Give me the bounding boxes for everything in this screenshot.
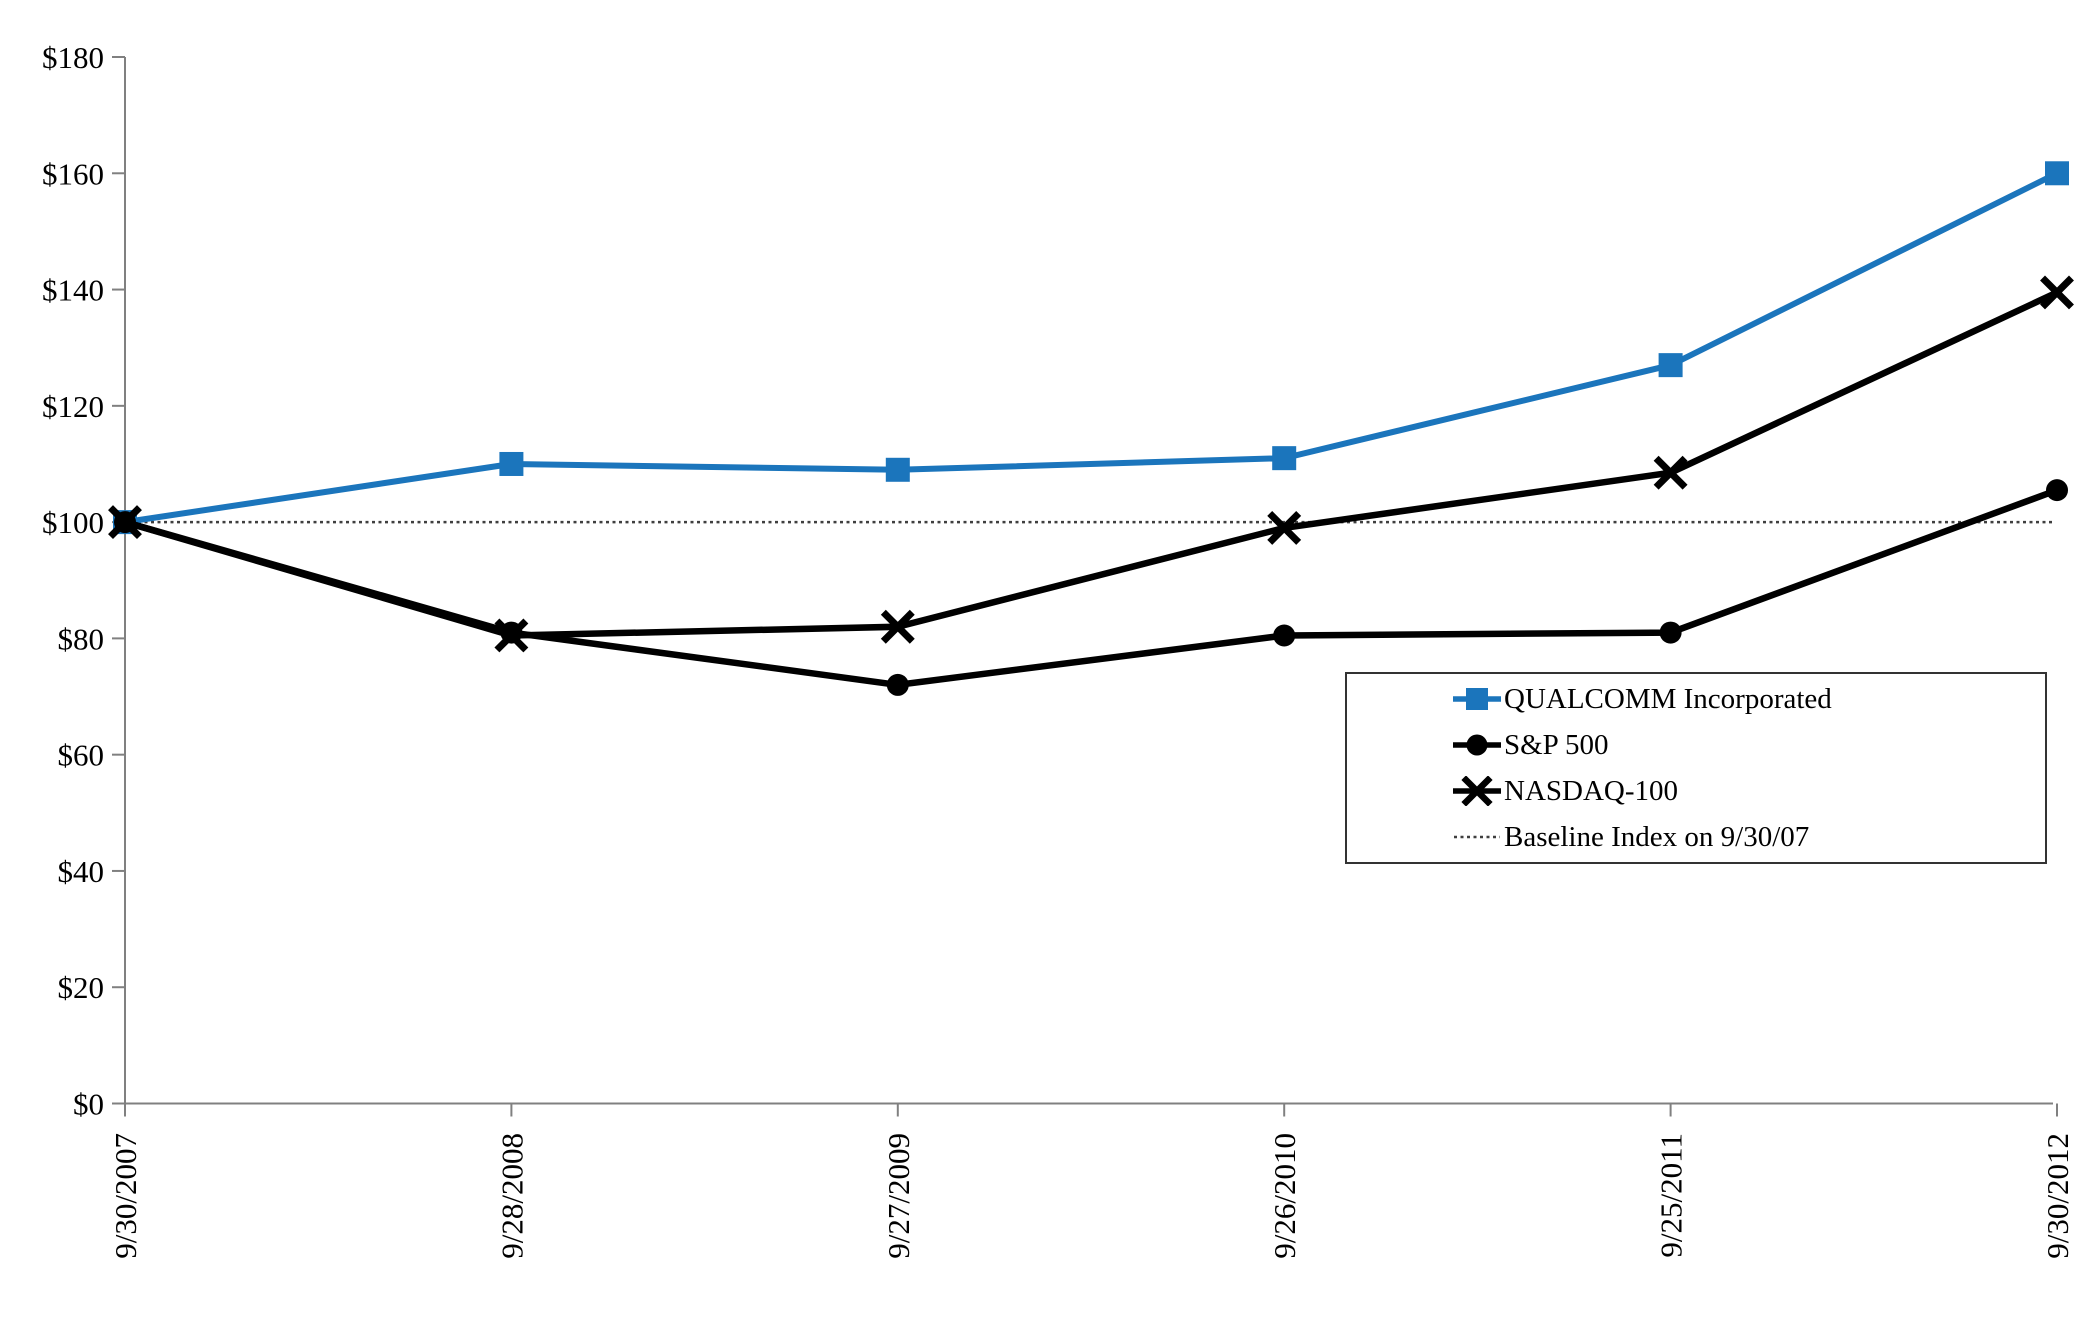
- y-axis-label: $100: [42, 505, 104, 540]
- x-axis-label: 9/30/2007: [108, 1133, 143, 1259]
- legend-item-sp500: S&P 500: [1453, 724, 2045, 766]
- circle-marker-icon: [2046, 479, 2068, 502]
- legend-label-sp500: S&P 500: [1504, 728, 1609, 761]
- legend-label-nasdaq100: NASDAQ-100: [1504, 774, 1678, 807]
- circle-marker-line-icon: [1453, 734, 1501, 756]
- y-axis-label: $80: [58, 621, 105, 656]
- legend-label-baseline: Baseline Index on 9/30/07: [1504, 820, 1810, 853]
- x-marker-icon: [1267, 510, 1302, 545]
- series-s-p-500-line: [124, 487, 2059, 689]
- legend-item-qualcomm: QUALCOMM Incorporated: [1453, 678, 2045, 720]
- chart-legend: QUALCOMM Incorporated S&P 500 NASDAQ-100…: [1345, 672, 2047, 864]
- y-axis-label: $0: [73, 1087, 104, 1122]
- x-marker-line-icon: [1453, 776, 1501, 806]
- x-axis-label: 9/30/2012: [2040, 1133, 2075, 1259]
- square-marker-icon: [1658, 353, 1683, 378]
- x-marker-icon: [494, 618, 529, 653]
- x-marker-icon: [108, 505, 142, 540]
- x-axis-label: 9/25/2011: [1654, 1133, 1689, 1258]
- series-s-p-500: [114, 479, 2068, 696]
- circle-marker-icon: [1659, 621, 1682, 644]
- square-marker-icon: [885, 457, 910, 482]
- square-marker-icon: [1272, 446, 1297, 471]
- y-axis-label: $140: [42, 273, 104, 308]
- series-nasdaq-100: [108, 275, 2074, 653]
- x-marker-icon: [1653, 455, 1688, 490]
- y-axis-label: $120: [42, 389, 104, 424]
- x-marker-icon: [2040, 275, 2074, 310]
- dotted-line-icon: [1454, 835, 1500, 839]
- x-axis-label: 9/27/2009: [881, 1133, 916, 1259]
- circle-marker-icon: [886, 673, 909, 696]
- y-axis-label: $20: [58, 970, 105, 1005]
- x-axis-label: 9/28/2008: [494, 1133, 529, 1259]
- y-axis-label: $160: [42, 156, 104, 191]
- circle-marker-icon: [1273, 624, 1296, 647]
- legend-item-nasdaq100: NASDAQ-100: [1453, 770, 2045, 812]
- square-marker-icon: [499, 451, 524, 476]
- series-nasdaq-100-line: [124, 289, 2059, 639]
- axes: $0 $20 $40 $60 $80 $100 $120 $140 $160 $180 9/30/2…: [42, 40, 2075, 1259]
- y-axis-label: $60: [58, 738, 105, 773]
- square-marker-line-icon: [1453, 688, 1501, 710]
- series-qualcomm-incorporated: [113, 161, 2069, 535]
- y-axis-label: $180: [42, 40, 104, 75]
- legend-label-qualcomm: QUALCOMM Incorporated: [1504, 682, 1832, 715]
- x-axis-label: 9/26/2010: [1267, 1133, 1302, 1259]
- square-marker-icon: [2045, 161, 2069, 186]
- x-marker-icon: [880, 609, 915, 644]
- series-qualcomm-incorporated-line: [124, 170, 2059, 526]
- y-axis-label: $40: [58, 854, 105, 889]
- legend-item-baseline: Baseline Index on 9/30/07: [1453, 816, 2045, 858]
